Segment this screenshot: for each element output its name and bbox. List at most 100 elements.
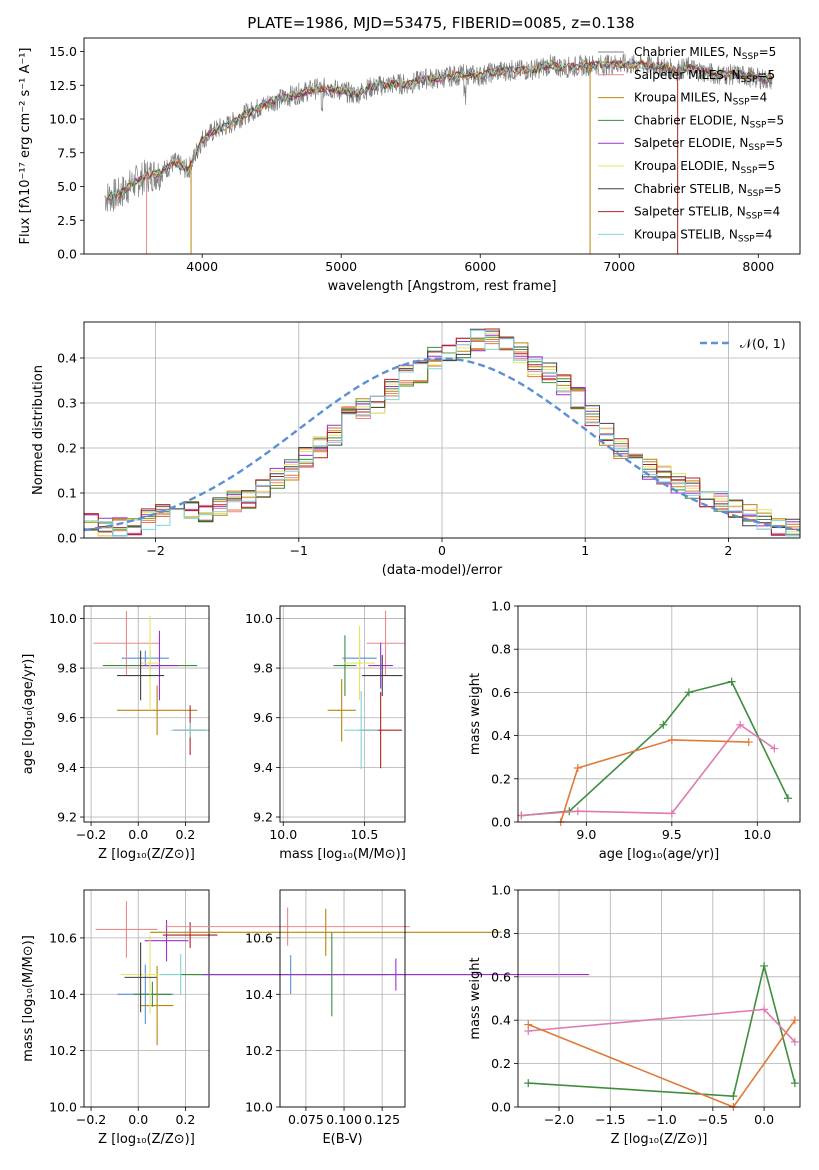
x-tick-label: −0.5 <box>698 1112 728 1127</box>
x-axis-label: Z [log₁₀(Z/Z⊙)] <box>98 1132 195 1147</box>
x-tick-label: 9.0 <box>576 827 596 842</box>
y-tick-label: 9.8 <box>253 661 273 676</box>
legend-label: Salpeter STELIB, NSSP=4 <box>634 205 780 222</box>
x-tick-label: 0.125 <box>364 1112 400 1127</box>
y-tick-label: 10.4 <box>49 987 77 1002</box>
x-tick-label: 0 <box>438 543 446 558</box>
plus-marker <box>760 961 769 970</box>
y-tick-label: 9.6 <box>253 710 273 725</box>
y-tick-label: 0.8 <box>491 642 511 657</box>
x-tick-label: 2 <box>724 543 732 558</box>
x-tick-label: 8000 <box>742 259 774 274</box>
y-tick-label: 0.4 <box>57 351 77 366</box>
legend-label: Chabrier STELIB, NSSP=5 <box>634 182 782 199</box>
plus-marker <box>744 738 753 747</box>
plus-marker <box>659 720 668 729</box>
y-tick-label: 7.5 <box>57 145 77 160</box>
plus-marker <box>790 1079 799 1088</box>
legend-label: Chabrier ELODIE, NSSP=5 <box>634 113 784 130</box>
plus-marker <box>524 1020 533 1029</box>
massweight-vs-z-panel: −2.0 −1.5 −1.0 −0.5 0.0 0.0 0.2 0.4 0.6 0.8 1.0 Z [… <box>468 883 801 1147</box>
x-tick-label: 5000 <box>325 259 357 274</box>
x-tick-label: −2.0 <box>544 1112 574 1127</box>
y-axis-label: Flux [fλ10⁻¹⁷ erg cm⁻² s⁻¹ A⁻¹] <box>18 48 33 245</box>
legend-label: Salpeter MILES, NSSP=5 <box>634 68 775 85</box>
plus-marker <box>517 811 526 820</box>
plus-marker <box>573 807 582 816</box>
x-axis-label: (data-model)/error <box>382 563 503 578</box>
x-tick-label: 1 <box>581 543 589 558</box>
legend-label: Kroupa MILES, NSSP=4 <box>634 91 767 108</box>
y-axis-label: age [log₁₀(age/yr)] <box>21 654 36 775</box>
age-vs-mass-panel: 10.0 10.5 9.2 9.4 9.6 9.8 10.0 mass [log₁₀(M/M⊙… <box>245 605 406 862</box>
y-axis-label: Normed distribution <box>31 365 46 495</box>
x-tick-label: 0.0 <box>128 1112 148 1127</box>
y-tick-label: 1.0 <box>491 599 511 614</box>
y-tick-label: 9.4 <box>253 760 273 775</box>
x-tick-label: 0.100 <box>326 1112 362 1127</box>
x-tick-label: 10.0 <box>743 827 771 842</box>
y-tick-label: 1.0 <box>491 883 511 898</box>
axes-frame <box>279 889 406 1108</box>
x-tick-label: 7000 <box>603 259 635 274</box>
x-axis-label: mass [log₁₀(M/M⊙)] <box>279 847 406 862</box>
model-fit-line <box>107 59 772 200</box>
x-axis-label: Z [log₁₀(Z/Z⊙)] <box>98 847 195 862</box>
x-axis-label: age [log₁₀(age/yr)] <box>599 847 720 862</box>
plus-marker <box>667 809 676 818</box>
legend-label: 𝒩(0, 1) <box>740 336 786 351</box>
y-tick-label: 0.0 <box>57 531 77 546</box>
y-axis-label: mass weight <box>468 957 483 1039</box>
axes-frame <box>83 37 801 255</box>
y-tick-label: 10.6 <box>245 930 273 945</box>
x-tick-label: −1.0 <box>646 1112 676 1127</box>
x-tick-label: 0.2 <box>175 827 195 842</box>
x-tick-label: 0.0 <box>128 827 148 842</box>
plus-marker <box>524 1079 533 1088</box>
plus-marker <box>573 764 582 772</box>
y-tick-label: 0.6 <box>491 969 511 984</box>
y-tick-label: 10.0 <box>245 611 273 626</box>
x-tick-label: 0.075 <box>288 1112 324 1127</box>
y-tick-label: 0.0 <box>57 247 77 262</box>
x-tick-label: −1.5 <box>595 1112 625 1127</box>
mass-weight-line <box>559 739 749 823</box>
x-tick-label: 10.5 <box>350 827 378 842</box>
y-tick-label: 0.0 <box>491 815 511 830</box>
y-tick-label: 15.0 <box>49 44 77 59</box>
y-tick-label: 10.0 <box>49 611 77 626</box>
mass-weight-line <box>521 680 789 817</box>
spectrum-panel: 4000 5000 6000 7000 8000 0.0 2.5 5.0 7.5 10.0 12.5… <box>18 37 801 294</box>
residual-histogram-panel: −2 −1 0 1 2 0.0 0.1 0.2 0.3 0.4 (data-model)/error… <box>31 321 801 578</box>
y-tick-label: 10.0 <box>49 1100 77 1115</box>
plus-marker <box>790 1037 799 1046</box>
plus-marker <box>736 720 745 729</box>
legend-label: Kroupa STELIB, NSSP=4 <box>634 227 772 244</box>
axes-frame <box>279 605 406 823</box>
y-tick-label: 0.4 <box>491 728 511 743</box>
plus-marker <box>784 794 793 803</box>
model-fit-line <box>107 60 772 199</box>
y-tick-label: 0.2 <box>491 771 511 786</box>
axes-frame <box>83 605 210 823</box>
y-tick-label: 5.0 <box>57 179 77 194</box>
mass-vs-ebv-panel: 0.075 0.100 0.125 10.0 10.2 10.4 10.6 E(B-V) <box>150 889 590 1147</box>
y-tick-label: 9.2 <box>253 810 273 825</box>
y-tick-label: 10.2 <box>245 1043 273 1058</box>
axes-frame <box>83 889 210 1108</box>
x-tick-label: −0.2 <box>76 1112 106 1127</box>
y-tick-label: 10.6 <box>49 930 77 945</box>
x-tick-label: 4000 <box>186 259 218 274</box>
plus-marker <box>727 677 736 686</box>
x-axis-label: E(B-V) <box>322 1132 362 1147</box>
y-tick-label: 0.2 <box>57 441 77 456</box>
x-tick-label: 0.0 <box>754 1112 774 1127</box>
x-tick-label: 10.0 <box>269 827 297 842</box>
y-tick-label: 12.5 <box>49 78 77 93</box>
y-tick-label: 0.1 <box>57 486 77 501</box>
figure-title: PLATE=1986, MJD=53475, FIBERID=0085, z=0… <box>247 14 634 32</box>
y-tick-label: 10.2 <box>49 1043 77 1058</box>
plus-marker <box>684 688 693 697</box>
y-tick-label: 0.4 <box>491 1013 511 1028</box>
